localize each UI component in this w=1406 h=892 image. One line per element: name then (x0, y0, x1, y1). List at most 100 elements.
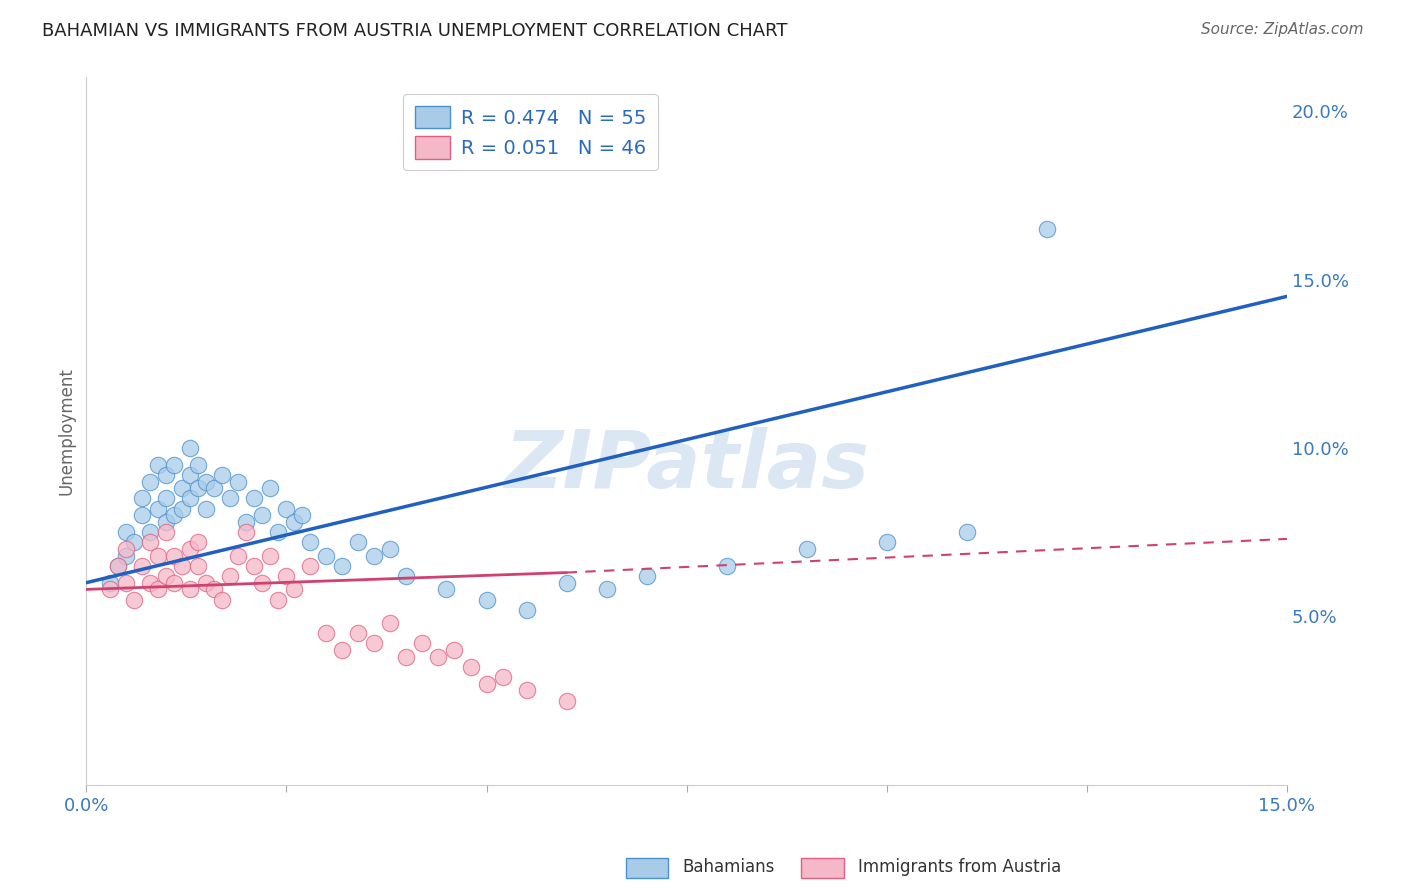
Point (395, 569, 418, 583)
Point (595, 582, 617, 597)
Point (115, 549, 138, 563)
Point (315, 626, 337, 640)
Y-axis label: Unemployment: Unemployment (58, 368, 75, 495)
Text: Source: ZipAtlas.com: Source: ZipAtlas.com (1201, 22, 1364, 37)
Point (228, 475, 250, 489)
Point (211, 467, 233, 482)
Point (131, 558, 153, 573)
Point (139, 525, 162, 540)
Legend: R = 0.474   N = 55, R = 0.051   N = 46: R = 0.474 N = 55, R = 0.051 N = 46 (404, 95, 658, 170)
Point (187, 558, 209, 573)
Point (876, 535, 898, 549)
Text: Immigrants from Austria: Immigrants from Austria (858, 858, 1062, 876)
Point (139, 575, 162, 590)
Point (148, 501, 170, 516)
Point (267, 592, 290, 607)
Point (276, 501, 298, 516)
Point (195, 575, 218, 590)
Point (219, 491, 242, 506)
Point (475, 592, 498, 607)
Point (235, 515, 257, 529)
Text: ZIPatlas: ZIPatlas (505, 427, 869, 506)
Point (363, 636, 385, 650)
Text: Bahamians: Bahamians (682, 858, 775, 876)
Point (380, 541, 402, 556)
Point (155, 525, 177, 540)
Point (155, 467, 177, 482)
Point (716, 558, 738, 573)
Point (131, 508, 153, 523)
Point (179, 541, 201, 556)
Point (267, 525, 290, 540)
Point (291, 508, 314, 523)
Point (1036, 222, 1059, 236)
Point (187, 458, 209, 472)
Point (163, 458, 186, 472)
Point (179, 491, 201, 506)
Point (219, 569, 242, 583)
Point (475, 676, 498, 690)
Point (155, 491, 177, 506)
Point (555, 575, 578, 590)
Point (243, 491, 266, 506)
Point (131, 491, 153, 506)
Point (411, 636, 433, 650)
Point (347, 535, 370, 549)
Point (315, 549, 337, 563)
Point (202, 481, 225, 495)
Point (115, 525, 138, 540)
Point (98, 575, 121, 590)
Point (195, 501, 218, 516)
Point (115, 541, 138, 556)
Point (636, 569, 658, 583)
Point (252, 575, 274, 590)
Point (491, 670, 513, 684)
Point (155, 569, 177, 583)
Point (211, 592, 233, 607)
Point (107, 558, 129, 573)
Point (187, 481, 209, 495)
Point (332, 643, 354, 657)
Point (179, 467, 201, 482)
Point (98, 582, 121, 597)
Point (124, 535, 146, 549)
Point (139, 535, 162, 549)
Point (436, 582, 458, 597)
Point (332, 558, 354, 573)
Point (148, 582, 170, 597)
Point (163, 575, 186, 590)
Point (155, 515, 177, 529)
Point (299, 558, 322, 573)
Point (276, 569, 298, 583)
Point (148, 549, 170, 563)
Point (283, 515, 305, 529)
Point (202, 582, 225, 597)
Point (347, 626, 370, 640)
Point (243, 558, 266, 573)
Point (163, 508, 186, 523)
Point (172, 481, 194, 495)
Point (187, 535, 209, 549)
Point (796, 541, 818, 556)
Point (363, 549, 385, 563)
Point (380, 616, 402, 631)
Point (107, 558, 129, 573)
Point (172, 558, 194, 573)
Point (235, 525, 257, 540)
Point (555, 693, 578, 707)
Point (259, 481, 281, 495)
Point (515, 602, 537, 616)
Point (172, 501, 194, 516)
Point (252, 508, 274, 523)
Point (283, 582, 305, 597)
Text: BAHAMIAN VS IMMIGRANTS FROM AUSTRIA UNEMPLOYMENT CORRELATION CHART: BAHAMIAN VS IMMIGRANTS FROM AUSTRIA UNEM… (42, 22, 787, 40)
Point (195, 475, 218, 489)
Point (427, 649, 450, 664)
Point (228, 549, 250, 563)
Point (956, 525, 979, 540)
Point (148, 458, 170, 472)
Point (515, 683, 537, 698)
Point (395, 649, 418, 664)
Point (115, 575, 138, 590)
Point (163, 549, 186, 563)
